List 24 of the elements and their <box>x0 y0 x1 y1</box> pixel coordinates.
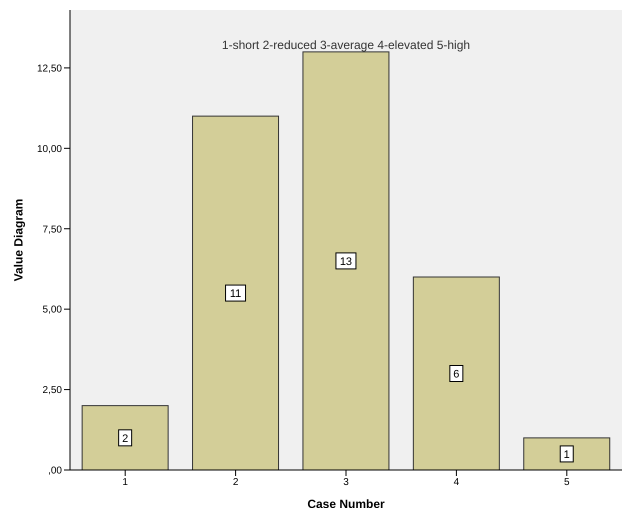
x-tick-label: 2 <box>232 477 239 488</box>
data-label: 13 <box>340 256 352 268</box>
bar <box>302 51 390 470</box>
x-tick-label: 5 <box>564 477 570 488</box>
annotation: 1-short 2-reduced 3-average 4-elevated 5-high <box>220 38 472 52</box>
x-tick-label: 3 <box>343 477 350 488</box>
y-tick-label: ,00 <box>48 466 62 477</box>
bar <box>412 276 500 470</box>
y-tick-label: 12,50 <box>36 63 62 74</box>
x-tick-label: 1 <box>122 477 128 488</box>
data-label: 6 <box>453 368 460 380</box>
data-label: 1 <box>564 448 570 461</box>
x-tick-label: 4 <box>454 477 460 488</box>
y-axis-title: Value Diagram <box>11 198 26 282</box>
y-tick-label: 2,50 <box>42 385 62 396</box>
y-tick-label: 7,50 <box>42 224 62 236</box>
x-axis-title: Case Number <box>307 497 386 511</box>
y-tick-label: 10,00 <box>36 144 62 155</box>
data-label: 11 <box>230 288 242 300</box>
data-label: 2 <box>122 432 128 445</box>
bar <box>82 405 169 470</box>
y-tick-label: 5,00 <box>42 304 62 316</box>
bar <box>192 116 280 470</box>
bar <box>523 437 610 470</box>
